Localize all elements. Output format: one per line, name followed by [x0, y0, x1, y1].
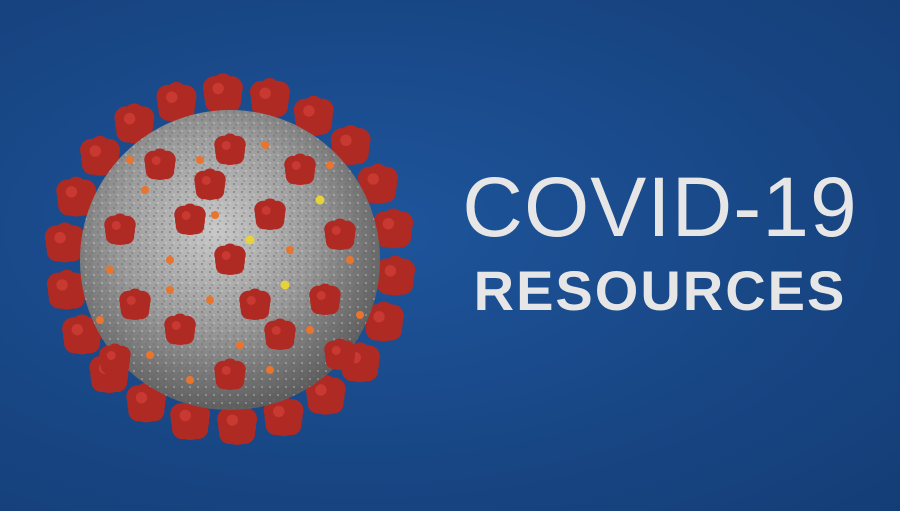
surface-spike [174, 203, 206, 235]
title-resources: RESOURCES [473, 259, 847, 322]
spike-protein [217, 404, 258, 445]
spike-protein [375, 255, 416, 296]
surface-spike [284, 153, 316, 185]
orange-protein [356, 311, 364, 319]
surface-spike [254, 198, 286, 230]
surface-spike [324, 338, 356, 370]
surface-spike [309, 283, 341, 315]
spike-protein [373, 208, 414, 249]
orange-protein [261, 141, 269, 149]
orange-protein [211, 211, 219, 219]
spike-protein [44, 222, 85, 263]
surface-spike [214, 243, 246, 275]
orange-protein [326, 161, 334, 169]
yellow-protein [280, 280, 290, 290]
spike-protein [46, 269, 87, 310]
spike-protein [249, 77, 290, 118]
spike-protein [56, 176, 97, 217]
orange-protein [306, 326, 314, 334]
surface-spike [214, 358, 246, 390]
orange-protein [106, 266, 114, 274]
surface-spike [264, 318, 296, 350]
orange-protein [206, 296, 214, 304]
orange-protein [166, 286, 174, 294]
orange-protein [141, 186, 149, 194]
surface-spike [99, 343, 131, 375]
surface-spike [324, 218, 356, 250]
orange-protein [126, 156, 134, 164]
orange-protein [96, 316, 104, 324]
yellow-protein [315, 195, 325, 205]
orange-protein [286, 246, 294, 254]
orange-protein [186, 376, 194, 384]
surface-spike [164, 313, 196, 345]
orange-protein [236, 341, 244, 349]
surface-spikes [99, 133, 356, 390]
headline: COVID-19 RESOURCES [440, 165, 880, 319]
orange-protein [166, 256, 174, 264]
orange-protein [146, 351, 154, 359]
coronavirus-illustration [44, 73, 416, 445]
surface-spike [239, 288, 271, 320]
spike-protein [170, 400, 211, 441]
orange-protein [196, 156, 204, 164]
surface-spike [119, 288, 151, 320]
surface-spike [104, 213, 136, 245]
surface-proteins [96, 141, 364, 384]
spike-protein [80, 135, 120, 176]
surface-spike [144, 148, 176, 180]
orange-protein [346, 256, 354, 264]
spike-protein [202, 73, 243, 114]
surface-spike [194, 168, 226, 200]
spike-protein [363, 301, 404, 342]
spike-protein [156, 81, 197, 122]
orange-protein [266, 366, 274, 374]
yellow-protein [245, 235, 255, 245]
title-covid-19: COVID-19 [462, 160, 858, 254]
surface-spike [214, 133, 246, 165]
spike-protein [126, 382, 167, 423]
